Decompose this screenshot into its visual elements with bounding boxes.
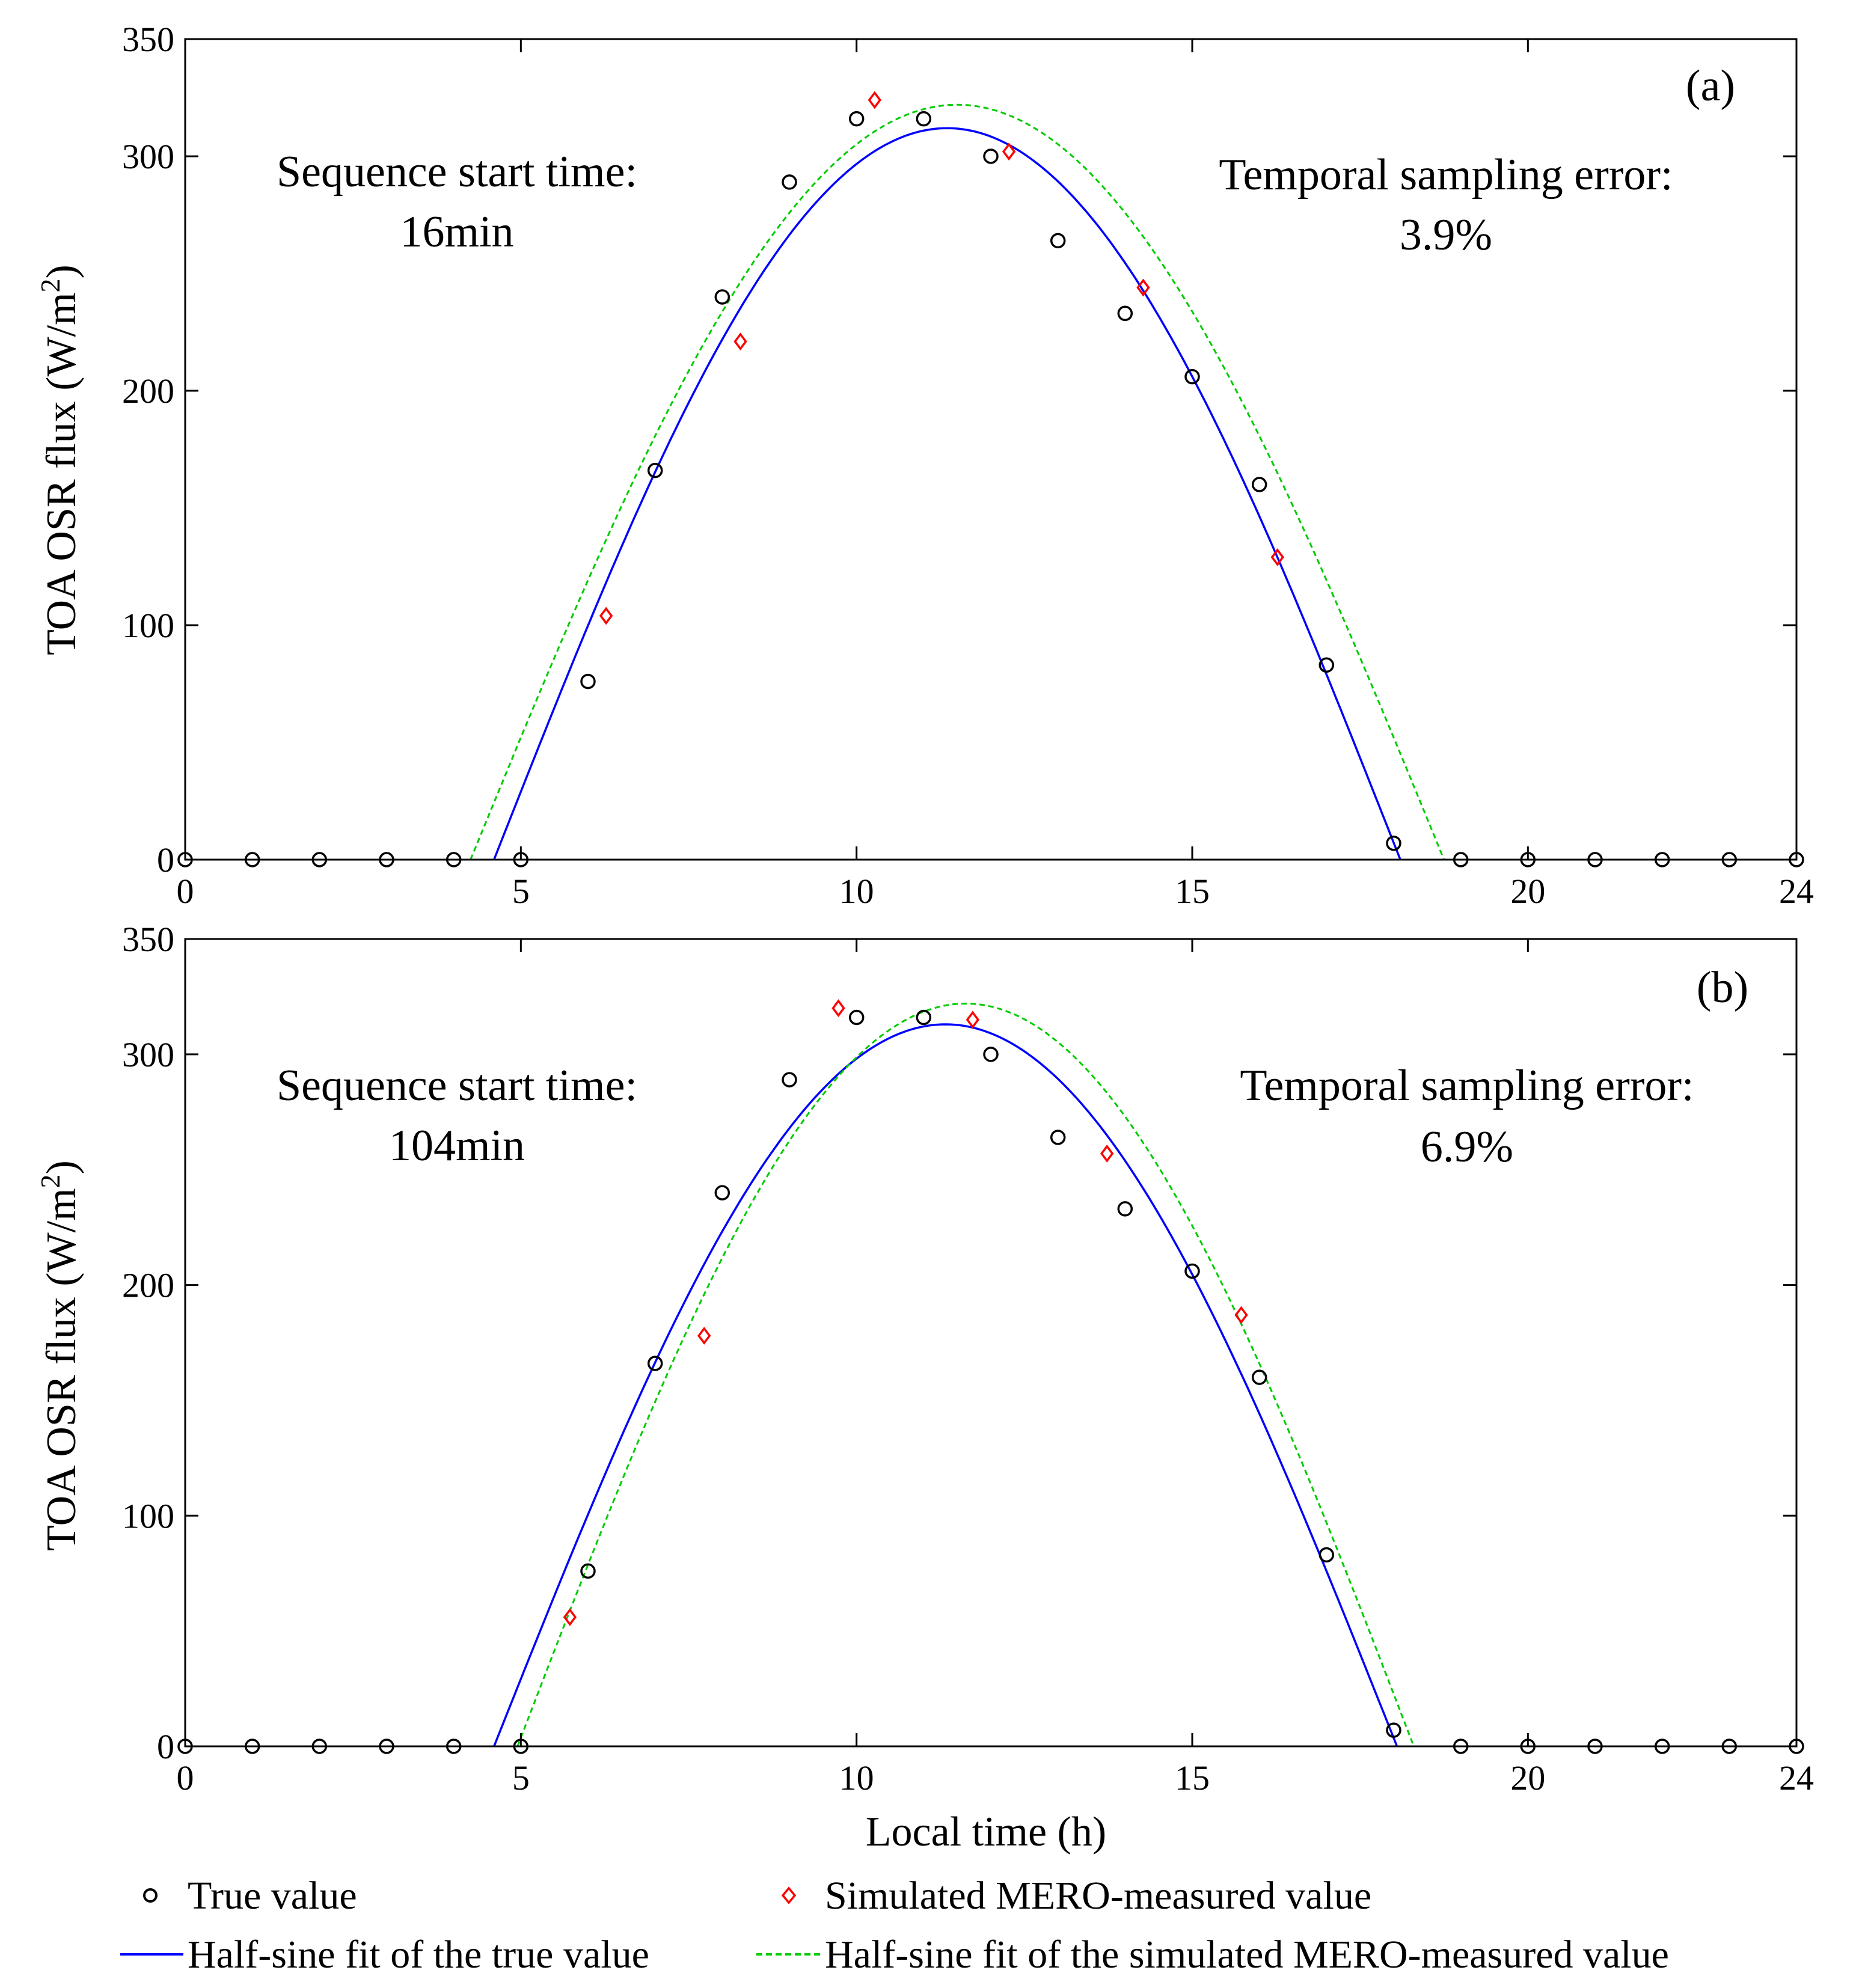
panel-b-mero-value-point [831, 999, 845, 1018]
panel-b-plot-layer: 0 5 10 15 20 24 0 100 200 300 350 [122, 920, 1814, 1797]
panel-b-true-value-point [983, 1047, 999, 1062]
panel-b-axes-frame [184, 938, 1798, 1748]
panel-a-true-value-point [1318, 657, 1335, 673]
panel-b-start-value: 104min [389, 1121, 525, 1170]
panel-b: 0 5 10 15 20 24 0 100 200 300 350 Sequence start t… [35, 920, 1814, 1855]
panel-a-start-value: 16min [400, 207, 513, 257]
panel-a-axes-frame [184, 38, 1798, 861]
panel-b-true-value-point [1050, 1130, 1066, 1145]
panel-a-mero-fit-curve [470, 103, 1445, 860]
panel-b-mero-fit-curve [516, 1002, 1415, 1746]
panel-b-y-axis-title-main: TOA OSR flux (W/m [38, 1188, 85, 1550]
panel-b-true-value-point [1318, 1547, 1335, 1563]
panel-a-mero-value-point [1270, 548, 1284, 566]
panel-b-y-tick-label: 350 [122, 920, 174, 959]
legend-mero-fit-label: Half-sine fit of the simulated MERO-meas… [825, 1933, 1669, 1977]
panel-b-x-axis-title: Local time (h) [866, 1809, 1106, 1855]
panel-b-true-value-point [580, 1563, 596, 1579]
panel-b-error-title: Temporal sampling error: [1240, 1061, 1694, 1110]
panel-b-true-value-point [1117, 1201, 1133, 1217]
panel-b-true-value-point [848, 1009, 865, 1026]
legend-true-value-marker [143, 1888, 158, 1903]
panel-a-mero-value-point [868, 91, 881, 109]
panel-b-mero-value-point [1234, 1306, 1248, 1324]
panel-a-true-value-point [782, 174, 797, 190]
panel-a-true-value-point [1386, 835, 1401, 851]
panel-a-x-tick-label: 15 [1175, 872, 1210, 911]
panel-b-error-value: 6.9% [1421, 1122, 1513, 1172]
legend-true-value-label: True value [188, 1874, 357, 1918]
panel-a-y-axis-title: TOA OSR flux (W/m2) [35, 265, 85, 655]
panel-b-label: (b) [1697, 963, 1748, 1012]
panel-b-true-value-point [1386, 1722, 1401, 1738]
legend-mero-value-marker [781, 1886, 797, 1904]
panel-b-y-tick-label: 0 [157, 1727, 174, 1766]
panel-a-y-tick-label: 100 [122, 606, 174, 645]
panel-a-mero-value-point [1136, 278, 1150, 297]
panel-a-true-value-point [1251, 477, 1267, 492]
legend-mero-value-label: Simulated MERO-measured value [825, 1874, 1371, 1918]
panel-a-mero-value-point [733, 332, 747, 351]
legend: True value Simulated MERO-measured value… [120, 1874, 1669, 1977]
panel-b-y-tick-label: 200 [122, 1266, 174, 1305]
panel-a-y-tick-label: 350 [122, 20, 174, 59]
panel-b-true-value-point [647, 1356, 663, 1371]
panel-a-true-value-point [848, 111, 865, 127]
panel-a-true-fit-curve [493, 127, 1401, 860]
panel-a-error-title: Temporal sampling error: [1219, 150, 1673, 200]
panel-a-x-tick-label: 20 [1510, 872, 1545, 911]
panel-a-true-value-point [1117, 305, 1133, 322]
panel-b-true-value-point [916, 1009, 932, 1026]
panel-b-x-tick-label: 24 [1779, 1758, 1814, 1797]
panel-a-mero-value-point [599, 607, 613, 625]
panel-a-true-value-point [1050, 233, 1066, 249]
panel-a-x-tick-label: 24 [1779, 872, 1814, 911]
panel-a-x-tick-label: 0 [177, 872, 194, 911]
panel-b-true-value-point [1184, 1263, 1200, 1279]
panel-b-mero-value-point [697, 1327, 711, 1345]
panel-a-true-value-point [580, 673, 596, 690]
panel-a-y-tick-label: 200 [122, 372, 174, 411]
panel-a-y-tick-label: 300 [122, 137, 174, 176]
panel-b-mero-value-point [966, 1011, 980, 1029]
panel-a-true-value-point [1184, 369, 1200, 385]
panel-a-label: (a) [1686, 61, 1735, 111]
panel-a-error-value: 3.9% [1400, 210, 1492, 260]
panel-a-true-value-point [983, 148, 999, 164]
panel-b-y-axis-title: TOA OSR flux (W/m2) [35, 1160, 85, 1551]
panel-a-x-tick-label: 10 [839, 872, 874, 911]
legend-true-fit-label: Half-sine fit of the true value [188, 1933, 649, 1977]
panel-b-y-axis-title-superscript: 2 [35, 1174, 66, 1188]
panel-b-true-value-point [1251, 1369, 1267, 1385]
panel-b-true-value-point [782, 1072, 797, 1087]
panel-b-x-tick-label: 15 [1175, 1758, 1210, 1797]
panel-b-x-tick-label: 20 [1510, 1758, 1545, 1797]
panel-a-y-axis-title-superscript: 2 [35, 278, 66, 292]
panel-a-x-tick-label: 5 [512, 872, 530, 911]
panel-a-start-title: Sequence start time: [277, 147, 637, 197]
panel-a-plot-layer: 0 5 10 15 20 24 0 100 200 300 350 [122, 20, 1814, 911]
panel-a-true-value-point [647, 462, 663, 479]
panel-b-mero-value-point [1100, 1144, 1114, 1163]
panel-b-x-tick-label: 10 [839, 1758, 874, 1797]
panel-a-true-value-point [714, 289, 730, 305]
panel-a-y-axis-title-close: ) [38, 265, 85, 278]
panel-b-mero-value-point [563, 1608, 577, 1627]
panel-b-x-tick-label: 0 [177, 1758, 194, 1797]
panel-a-mero-value-point [1002, 142, 1016, 161]
panel-b-y-tick-label: 300 [122, 1035, 174, 1074]
panel-b-start-title: Sequence start time: [277, 1061, 637, 1110]
panel-b-y-axis-title-close: ) [38, 1160, 85, 1174]
panel-a-y-tick-label: 0 [157, 840, 174, 879]
panel-b-true-fit-curve [493, 1023, 1398, 1746]
panel-a-y-axis-title-main: TOA OSR flux (W/m [38, 292, 85, 655]
panel-b-y-tick-label: 100 [122, 1496, 174, 1535]
panel-a: 0 5 10 15 20 24 0 100 200 300 350 Sequence start t… [35, 20, 1814, 911]
panel-a-true-value-point [916, 111, 932, 127]
panel-b-x-tick-label: 5 [512, 1758, 530, 1797]
panel-b-true-value-point [714, 1185, 730, 1200]
